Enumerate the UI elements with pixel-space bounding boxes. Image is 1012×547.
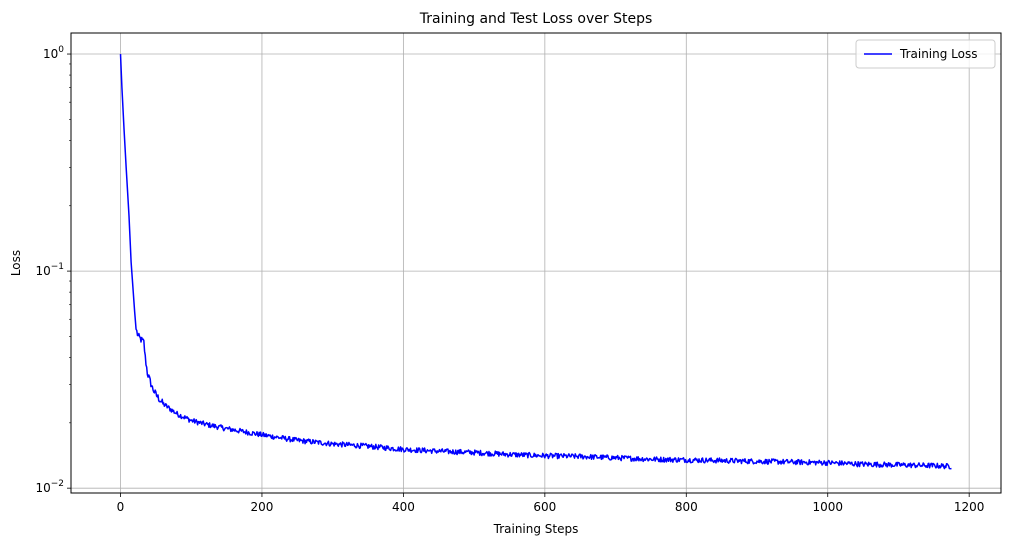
- x-ticks: 0 200 400 600 800 1000 1200: [117, 493, 985, 514]
- chart-title: Training and Test Loss over Steps: [419, 11, 653, 27]
- x-tick-label: 200: [250, 500, 273, 514]
- x-tick-label: 600: [533, 500, 556, 514]
- y-tick-label: 100: [43, 45, 64, 61]
- series-layer: [119, 54, 952, 470]
- legend-label-training-loss: Training Loss: [899, 47, 977, 61]
- plot-frame: [70, 32, 1002, 494]
- legend-box: [855, 39, 996, 69]
- x-tick-label: 0: [117, 500, 125, 514]
- x-tick-label: 800: [675, 500, 698, 514]
- y-tick-label: 10−1: [35, 262, 64, 278]
- y-axis-label: Loss: [9, 250, 23, 276]
- x-tick-label: 400: [392, 500, 415, 514]
- legend: Training Loss: [855, 39, 996, 69]
- y-tick-label: 10−2: [35, 479, 64, 495]
- x-tick-label: 1200: [954, 500, 985, 514]
- grid-layer: [71, 33, 1001, 493]
- y-ticks: 100 10−1 10−2: [35, 45, 71, 495]
- x-axis-label: Training Steps: [493, 522, 579, 536]
- x-tick-label: 1000: [812, 500, 843, 514]
- series-line-training-loss: [119, 54, 952, 470]
